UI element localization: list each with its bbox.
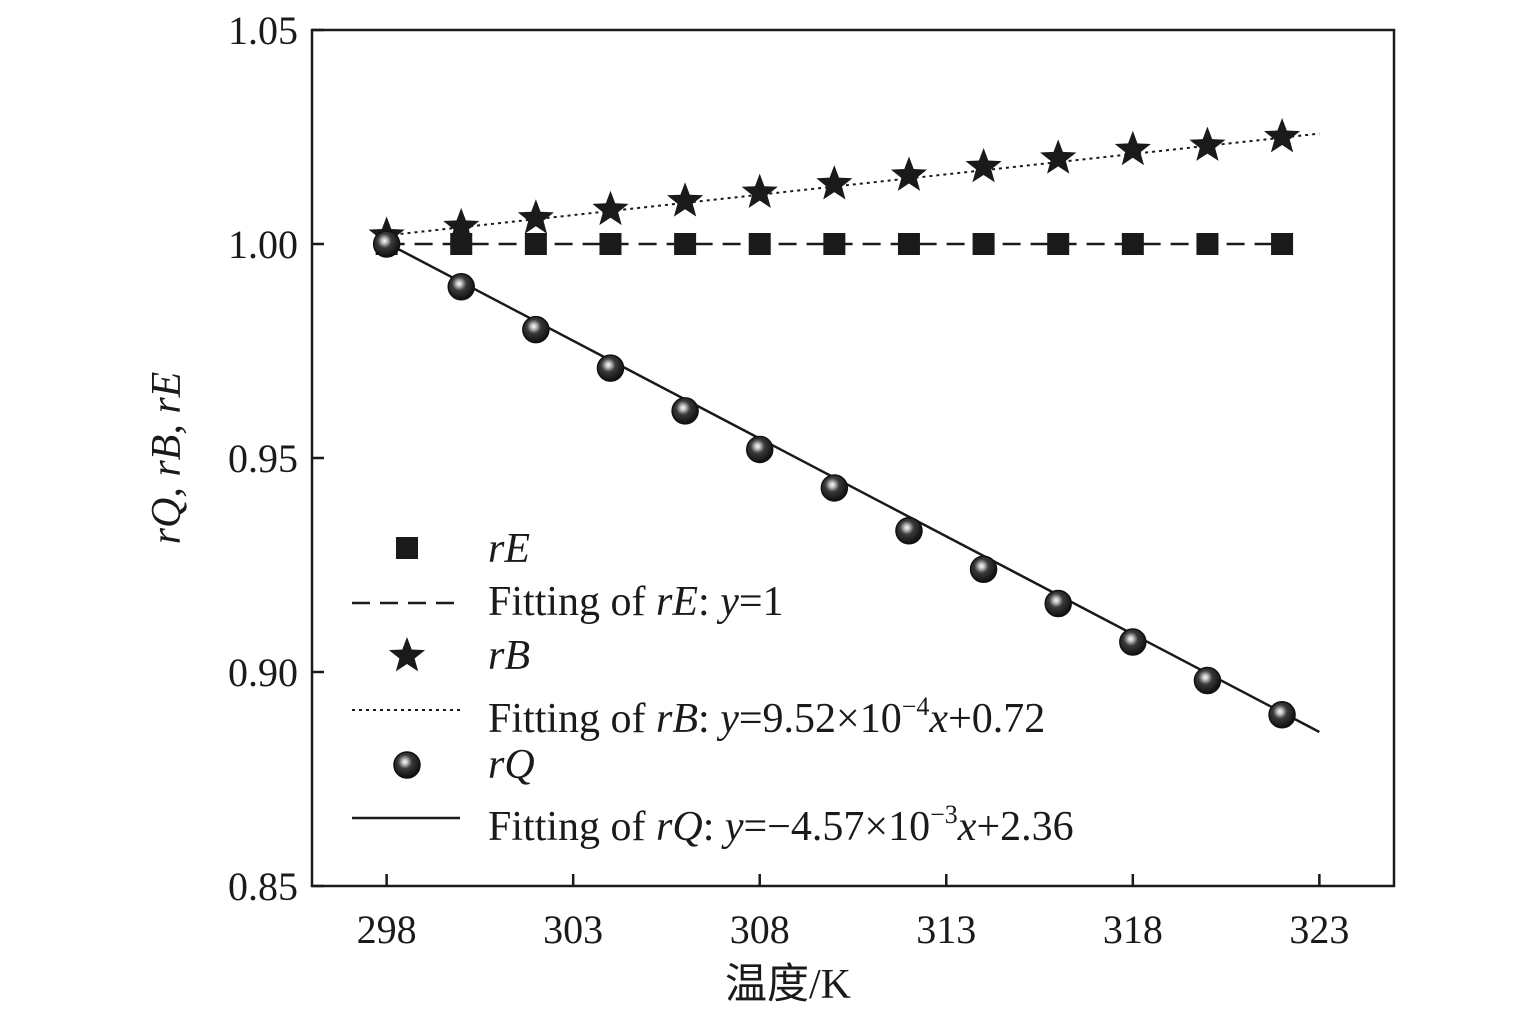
- legend-fit-rB-eq2: +0.72: [948, 696, 1045, 742]
- fit-line-rB: [386, 132, 1320, 237]
- x-tick-label: 313: [916, 907, 976, 952]
- legend-fit-rQ-eq1: =−4.57×10: [744, 804, 931, 850]
- point-rE: [1121, 233, 1144, 255]
- legend-fit-rQ-x: x: [957, 804, 977, 850]
- legend-fit-rQ-y: y: [721, 804, 744, 850]
- point-rE: [1047, 233, 1070, 255]
- legend-marker-rQ: [393, 751, 421, 779]
- point-rE: [524, 233, 547, 255]
- legend-fit-rB-y: y: [716, 696, 739, 742]
- point-rB: [517, 199, 554, 234]
- y-axis: 0.85 0.90 0.95 1.00 1.05: [228, 8, 324, 909]
- legend-label-fit-rB: Fitting of rB: y=9.52×10−4x+0.72: [488, 692, 1045, 742]
- markers: [368, 118, 1301, 729]
- x-tick-label: 323: [1289, 907, 1349, 952]
- y-tick-label: 0.90: [228, 650, 298, 695]
- point-rB: [443, 207, 480, 243]
- x-tick-label: 303: [543, 907, 603, 952]
- y-tick-label: 0.95: [228, 436, 298, 481]
- legend: rE Fitting of rE: y=1 rB Fitting of rB: …: [352, 526, 1074, 850]
- point-rE: [823, 233, 846, 255]
- x-axis-title: 温度/K: [725, 962, 851, 1008]
- x-tick-label: 318: [1103, 907, 1163, 952]
- point-rE: [674, 233, 697, 255]
- legend-fit-rQ-sep: :: [703, 804, 725, 850]
- point-rE: [972, 233, 995, 255]
- point-rQ: [1119, 628, 1147, 656]
- point-rB: [667, 182, 704, 217]
- point-rQ: [447, 273, 475, 301]
- point-rB: [965, 148, 1002, 183]
- point-rE: [1271, 233, 1294, 255]
- legend-label-fit-rE: Fitting of rE: y=1: [488, 579, 784, 625]
- point-rB: [1040, 139, 1077, 174]
- point-rQ: [372, 230, 401, 258]
- point-rB: [1114, 130, 1151, 166]
- legend-fit-rB-x: x: [928, 696, 948, 742]
- point-rB: [1189, 126, 1226, 161]
- point-rQ: [596, 354, 625, 382]
- x-tick-label: 308: [730, 907, 790, 952]
- legend-marker-rE: [396, 537, 418, 559]
- y-axis-title: rQ, rB, rE: [144, 372, 190, 545]
- point-rQ: [1193, 666, 1222, 695]
- point-rE: [897, 233, 920, 255]
- legend-fit-rB-name: rB: [656, 696, 698, 742]
- legend-fit-rQ-eq2: +2.36: [976, 804, 1073, 850]
- legend-label-fit-rQ: Fitting of rQ: y=−4.57×10−3x+2.36: [488, 800, 1074, 850]
- legend-fit-rQ-name: rQ: [656, 804, 703, 850]
- legend-label-rQ: rQ: [488, 742, 535, 788]
- legend-fit-rB-exp: −4: [902, 692, 930, 721]
- y-tick-label: 1.05: [228, 8, 298, 53]
- legend-fit-rE-sep: :: [698, 579, 720, 625]
- point-rE: [748, 233, 771, 255]
- legend-fit-rE-name: rE: [656, 579, 698, 625]
- point-rE: [1196, 233, 1219, 255]
- legend-fit-rB-prefix: Fitting of: [488, 696, 656, 742]
- point-rQ: [745, 435, 774, 464]
- point-rB: [592, 190, 629, 226]
- point-rB: [816, 165, 853, 200]
- point-rQ: [820, 474, 849, 502]
- point-rQ: [522, 315, 550, 344]
- legend-marker-rB: [388, 637, 426, 672]
- point-rQ: [1044, 589, 1072, 618]
- point-rE: [599, 233, 622, 255]
- legend-label-rE: rE: [488, 526, 530, 572]
- legend-fit-rE-prefix: Fitting of: [488, 579, 656, 625]
- legend-fit-rB-sep: :: [698, 696, 720, 742]
- plot-frame: [310, 28, 1396, 888]
- legend-fit-rQ-prefix: Fitting of: [488, 804, 656, 850]
- y-tick-label: 0.85: [228, 864, 298, 909]
- point-rQ: [1268, 701, 1296, 729]
- legend-fit-rE-y: y: [716, 579, 739, 625]
- point-rB: [1264, 118, 1301, 153]
- legend-fit-rE-eq: =1: [739, 579, 784, 625]
- x-axis: 298 303 308 313 318 323: [357, 874, 1349, 952]
- x-tick-label: 298: [357, 907, 417, 952]
- point-rQ: [671, 397, 699, 425]
- legend-label-rB: rB: [488, 633, 530, 679]
- point-rQ: [969, 555, 998, 584]
- point-rQ: [895, 517, 923, 545]
- legend-fit-rB-eq1: =9.52×10: [739, 696, 902, 742]
- point-rB: [741, 173, 778, 208]
- legend-fit-rQ-exp: −3: [930, 800, 958, 829]
- point-rB: [890, 156, 927, 191]
- y-tick-label: 1.00: [228, 222, 298, 267]
